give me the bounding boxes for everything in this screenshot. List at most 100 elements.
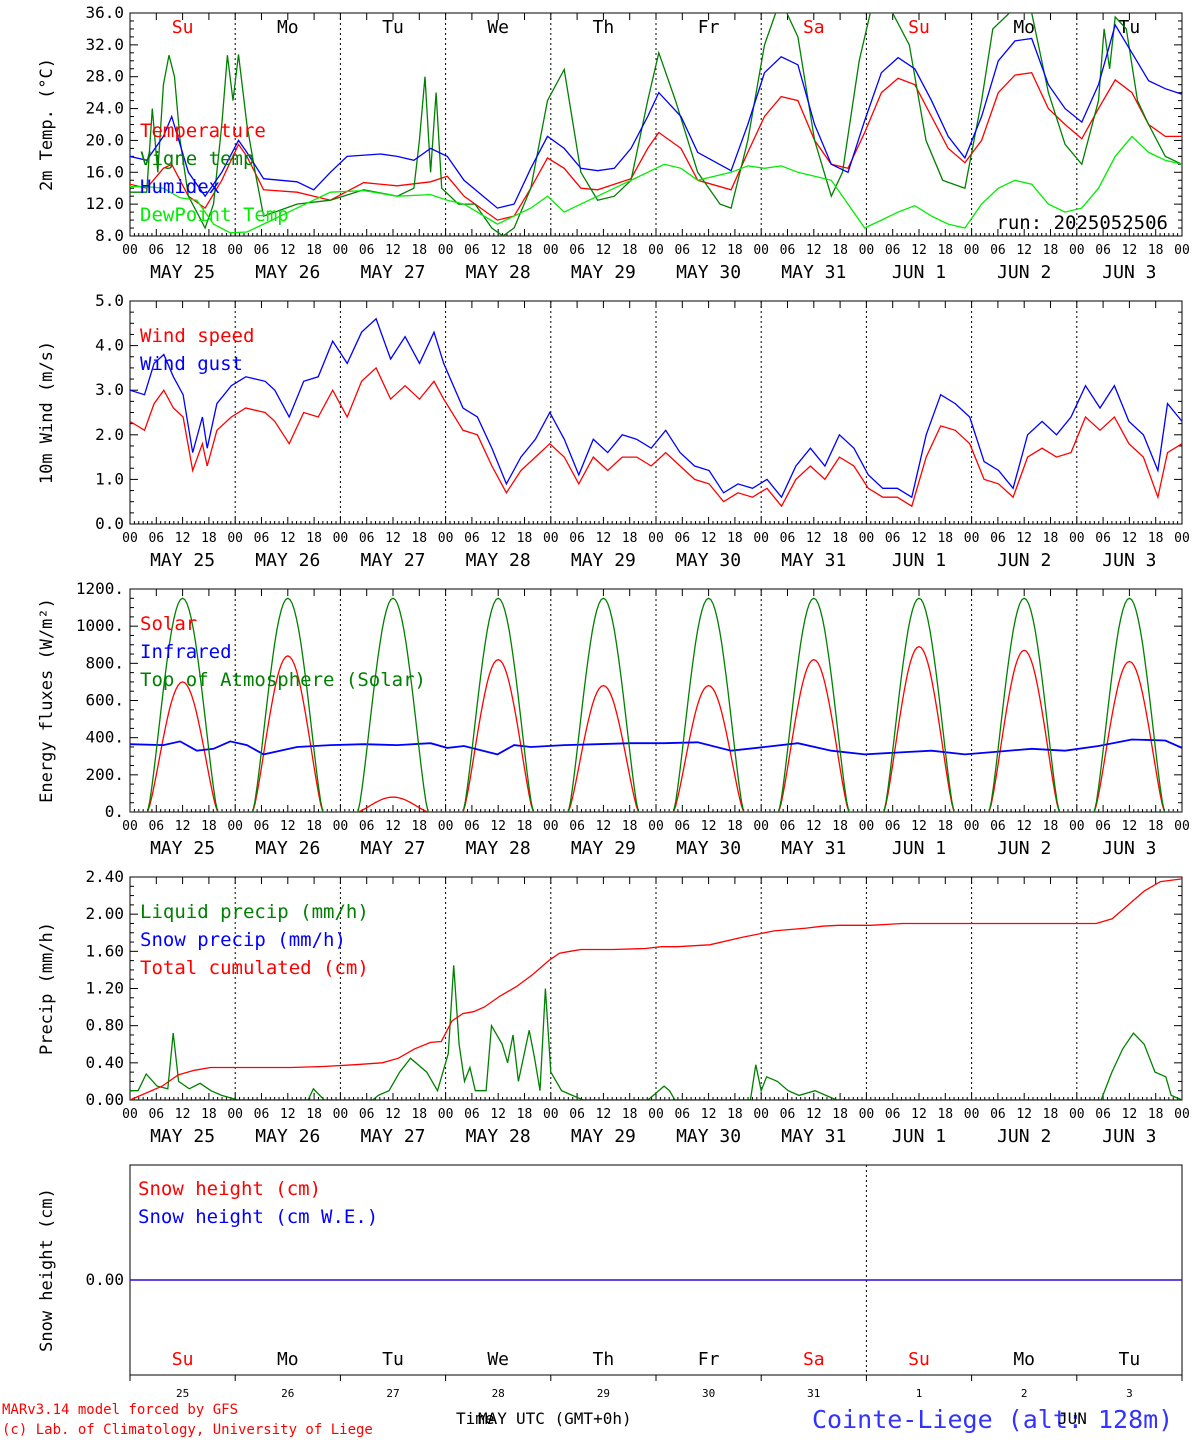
x-hour-label: 06: [569, 819, 585, 834]
x-axis-label-utc: UTC (GMT+0h): [516, 1409, 632, 1428]
weekday-label: Mo: [277, 1349, 299, 1370]
x-hour-label: 18: [411, 819, 427, 834]
weekday-label: We: [487, 1349, 509, 1370]
x-hour-label: 12: [1122, 243, 1138, 258]
legend-label: Snow height (cm): [138, 1178, 321, 1200]
x-hour-label: 12: [385, 531, 401, 546]
x-hour-label: 00: [1069, 819, 1085, 834]
series-line: [130, 965, 1182, 1100]
weekday-label: Fr: [698, 1349, 720, 1370]
x-hour-label: 12: [175, 243, 191, 258]
x-hour-label: 12: [175, 1107, 191, 1122]
x-hour-label: 00: [964, 531, 980, 546]
x-hour-label: 00: [753, 1107, 769, 1122]
x-hour-label: 06: [254, 243, 270, 258]
x-hour-label: 18: [622, 1107, 638, 1122]
series-line: [130, 878, 1182, 1100]
x-hour-label: 12: [806, 531, 822, 546]
legend-label: Top of Atmosphere (Solar): [140, 669, 426, 691]
x-day-label: MAY 28: [466, 838, 531, 859]
x-day-label: MAY 30: [676, 838, 741, 859]
x-day-label: JUN 2: [997, 550, 1051, 571]
x-day-label: MAY 28: [466, 550, 531, 571]
x-hour-label: 00: [438, 1107, 454, 1122]
x-hour-label: 18: [727, 1107, 743, 1122]
x-day-label: JUN 3: [1102, 262, 1156, 283]
x-hour-label: 12: [911, 1107, 927, 1122]
x-hour-label: 12: [385, 819, 401, 834]
y-tick-label: 4.0: [95, 336, 124, 355]
x-hour-label: 06: [254, 1107, 270, 1122]
y-tick-label: 24.0: [85, 99, 124, 118]
x-hour-label: 18: [411, 1107, 427, 1122]
x-hour-label: 12: [490, 531, 506, 546]
x-hour-label: 00: [543, 531, 559, 546]
x-hour-label: 06: [1095, 243, 1111, 258]
x-hour-label: 18: [306, 1107, 322, 1122]
x-day-label: MAY 27: [360, 1126, 425, 1147]
x-hour-label: 06: [674, 243, 690, 258]
weekday-label: Sa: [803, 17, 825, 38]
weekday-label: Sa: [803, 1349, 825, 1370]
panel-snow: 0.00 Snow height (cm) Snow height (cm) Snow…: [37, 1164, 1183, 1376]
x-hour-label: 00: [1174, 243, 1190, 258]
weekday-label: Mo: [1013, 1349, 1035, 1370]
x-hour-label: 12: [1122, 1107, 1138, 1122]
x-hour-label: 06: [464, 531, 480, 546]
legend-label: Wind speed: [140, 325, 254, 347]
weekday-label: We: [487, 17, 509, 38]
x-hour-label: 00: [859, 819, 875, 834]
x-hour-label: 18: [622, 819, 638, 834]
x-hour-label: 00: [543, 243, 559, 258]
x-hour-label: 18: [1043, 243, 1059, 258]
x-hour-label: 18: [1148, 1107, 1164, 1122]
series-line: [130, 23, 1182, 209]
x-hour-label: 12: [1016, 243, 1032, 258]
x-hour-label: 00: [227, 1107, 243, 1122]
x-hour-label: 06: [990, 1107, 1006, 1122]
x-hour-label: 00: [122, 819, 138, 834]
x-hour-label: 00: [122, 1107, 138, 1122]
x-day-label: MAY 27: [360, 262, 425, 283]
x-hour-label: 18: [727, 531, 743, 546]
x-hour-label: 06: [359, 819, 375, 834]
x-day-label: MAY 26: [255, 262, 320, 283]
weekday-label: Fr: [698, 17, 720, 38]
weekday-label: Tu: [1119, 17, 1141, 38]
series-line: [130, 366, 1182, 508]
x-hour-label: 06: [464, 243, 480, 258]
weekday-label: Su: [172, 17, 194, 38]
x-hour-label: 06: [674, 1107, 690, 1122]
panel-temp: 8.0 12.0 16.0 20.0 24.0 28.0 32.0 36.0 2m Temp. …: [37, 3, 1190, 283]
series-group: [130, 317, 1182, 508]
x-hour-label: 12: [1016, 819, 1032, 834]
x-day-number: 1: [916, 1387, 923, 1400]
x-hour-label: 18: [411, 531, 427, 546]
x-hour-label: 12: [596, 1107, 612, 1122]
x-hour-label: 06: [254, 531, 270, 546]
x-hour-label: 12: [280, 1107, 296, 1122]
x-hour-label: 00: [1174, 1107, 1190, 1122]
x-hour-label: 18: [1148, 243, 1164, 258]
x-day-label: MAY 27: [360, 838, 425, 859]
weekday-label: Tu: [1119, 1349, 1141, 1370]
y-tick-label: 2.40: [85, 867, 124, 886]
y-tick-label: 200.: [85, 765, 124, 784]
x-hour-label: 18: [832, 819, 848, 834]
series-group: [130, 878, 1182, 1100]
x-hour-label: 12: [280, 819, 296, 834]
x-hour-label: 12: [1016, 1107, 1032, 1122]
x-hour-label: 06: [569, 1107, 585, 1122]
x-hour-label: 06: [148, 1107, 164, 1122]
x-day-label: JUN 3: [1102, 1126, 1156, 1147]
x-day-label: JUN 1: [892, 838, 946, 859]
y-tick-label: 2.0: [95, 425, 124, 444]
x-day-label: MAY 26: [255, 1126, 320, 1147]
x-hour-label: 18: [411, 243, 427, 258]
x-day-label: MAY 30: [676, 262, 741, 283]
x-hour-label: 12: [911, 819, 927, 834]
x-day-label: MAY 26: [255, 838, 320, 859]
footer-copyright: (c) Lab. of Climatology, University of L…: [2, 1422, 373, 1438]
x-hour-label: 06: [674, 531, 690, 546]
x-hour-label: 06: [464, 819, 480, 834]
